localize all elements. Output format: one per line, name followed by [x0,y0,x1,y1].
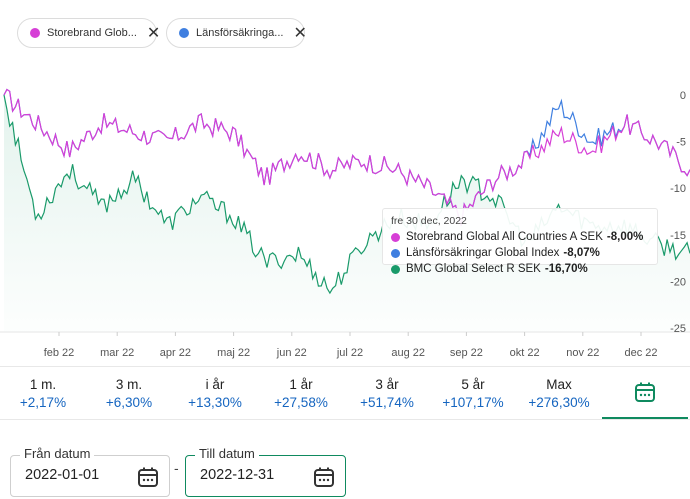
x-tick-label: dec 22 [624,347,657,359]
from-date-label: Från datum [20,446,95,461]
x-tick-label: maj 22 [217,347,250,359]
period-3y[interactable]: 3 år +51,74% [344,367,430,419]
from-date-field[interactable]: Från datum 2022-01-01 [10,446,170,497]
tooltip-series-value: -8,07% [563,247,600,259]
series-color-dot [179,28,189,38]
period-return: +107,17% [442,394,504,410]
period-label: 5 år [461,376,485,392]
series-line-lansforsakringar [3,88,690,227]
period-label: 3 m. [115,376,143,392]
y-tick-label: -15 [670,230,686,242]
close-icon[interactable]: ✕ [146,23,161,42]
date-range-separator: - [174,460,179,476]
period-1y[interactable]: 1 år +27,58% [258,367,344,419]
tooltip-date: fre 30 dec, 2022 [391,215,467,227]
x-tick-label: feb 22 [44,347,75,359]
series-color-dot [30,28,40,38]
x-tick-label: jun 22 [276,347,307,359]
period-max[interactable]: Max +276,30% [516,367,602,419]
tooltip-series-name: BMC Global Select R SEK [406,263,541,275]
x-tick-label: okt 22 [510,347,540,359]
x-tick-label: nov 22 [566,347,599,359]
period-label: 1 m. [29,376,57,392]
chip-label: Storebrand Glob... [47,27,137,39]
filter-chip-lansforsakringar[interactable]: Länsförsäkringa... ✕ [166,18,307,48]
tooltip-series-value: -16,70% [544,263,588,275]
chart-tooltip: fre 30 dec, 2022 Storebrand Global All C… [382,208,658,275]
x-tick-label: jul 22 [336,347,363,359]
tooltip-series-name: Länsförsäkringar Global Index [406,247,560,259]
period-label: 3 år [375,376,399,392]
series-color-dot [391,248,400,258]
period-return: +27,58% [274,394,328,410]
period-ytd[interactable]: i år +13,30% [172,367,258,419]
y-tick-label: -10 [670,183,686,195]
period-return: +13,30% [188,394,242,410]
y-tick-label: 0 [680,90,686,102]
custom-period-tab[interactable] [602,367,688,419]
x-tick-label: sep 22 [450,347,483,359]
calendar-icon [635,382,655,402]
period-5y[interactable]: 5 år +107,17% [430,367,516,419]
tooltip-series-name: Storebrand Global All Countries A SEK [406,231,603,243]
period-label: Max [546,376,572,392]
calendar-icon[interactable] [313,466,335,488]
series-color-dot [391,232,400,242]
period-selector: 1 m. +2,17% 3 m. +6,30% i år +13,30% 1 å… [0,366,690,420]
to-date-field[interactable]: Till datum 2022-12-31 [185,446,346,497]
chip-label: Länsförsäkringa... [196,27,284,39]
period-1m[interactable]: 1 m. +2,17% [0,367,86,419]
period-return: +2,17% [19,394,67,410]
tooltip-row: Storebrand Global All Countries A SEK -8… [391,229,649,245]
series-color-dot [391,264,400,274]
tooltip-row: BMC Global Select R SEK -16,70% [391,261,649,277]
tooltip-row: Länsförsäkringar Global Index -8,07% [391,245,649,261]
from-date-value: 2022-01-01 [25,467,100,483]
y-tick-label: -25 [670,323,686,335]
y-tick-label: -5 [676,137,686,149]
period-return: +51,74% [360,394,414,410]
to-date-value: 2022-12-31 [200,467,275,483]
y-tick-label: -20 [670,276,686,288]
series-line-storebrand [3,88,690,227]
period-3m[interactable]: 3 m. +6,30% [86,367,172,419]
filter-chip-storebrand[interactable]: Storebrand Glob... ✕ [17,18,161,48]
period-label: i år [205,376,225,392]
to-date-label: Till datum [195,446,259,461]
period-label: 1 år [289,376,313,392]
x-tick-label: aug 22 [391,347,425,359]
close-icon[interactable]: ✕ [293,23,307,42]
calendar-icon[interactable] [137,466,159,488]
tooltip-series-value: -8,00% [606,231,644,243]
period-return: +6,30% [105,394,153,410]
period-return: +276,30% [528,394,590,410]
x-tick-label: mar 22 [100,347,134,359]
performance-chart[interactable]: 0 -5 -10 -15 -20 -25 feb 22 mar 22 apr 22 maj 22… [0,70,690,370]
series-area-bmc [4,95,690,332]
x-tick-label: apr 22 [160,347,191,359]
